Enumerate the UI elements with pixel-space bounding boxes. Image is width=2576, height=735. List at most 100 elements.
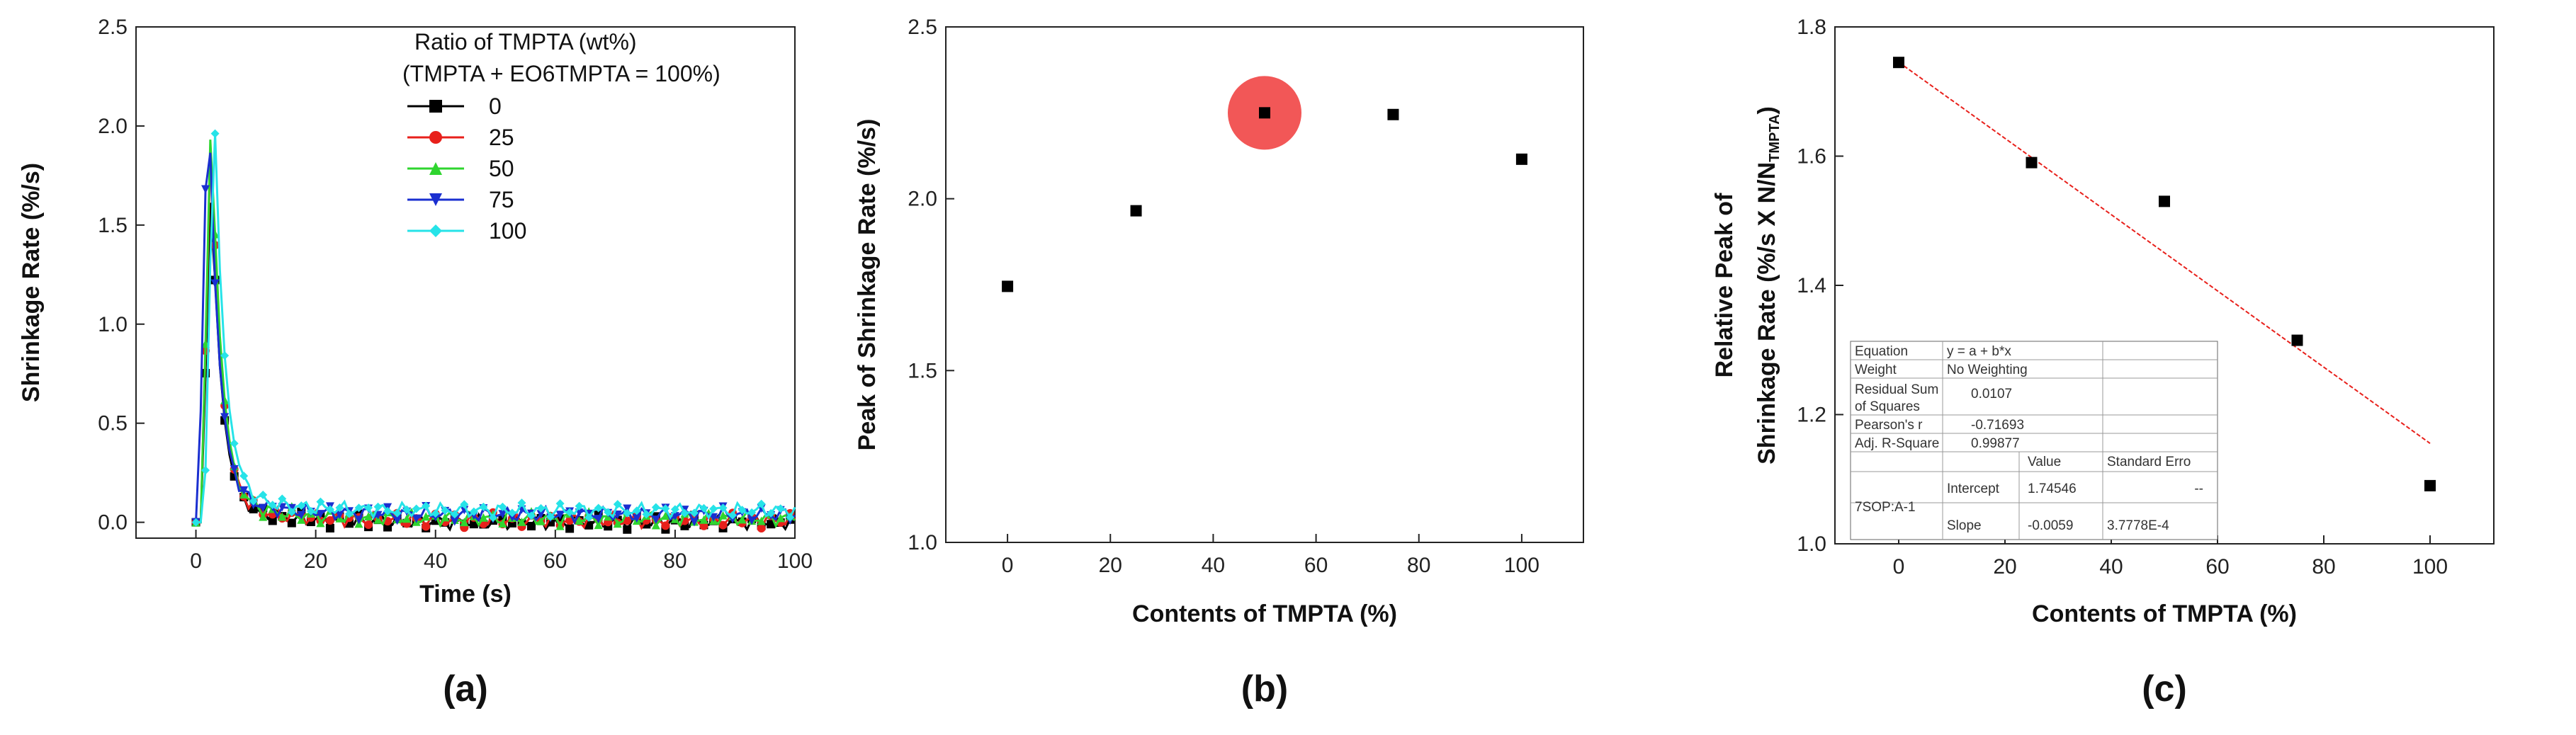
panel-c-xlabel: Contents of TMPTA (%)	[2032, 600, 2297, 627]
series-point-100	[651, 503, 660, 512]
panel-c-chart: 0 20 40 60 80 100 1.0 1.2 1.4 1.6 1.8 Equation y = …	[1711, 16, 2495, 710]
x-tick-label: 100	[777, 549, 813, 573]
series-point-100	[383, 506, 392, 515]
panel-b-label: (b)	[1241, 668, 1288, 710]
fit-table-cell: of Squares	[1855, 399, 1920, 414]
series-point-100	[613, 500, 622, 509]
panel-a-xlabel: Time (s)	[419, 581, 512, 608]
fit-table-cell: Standard Erro	[2107, 455, 2191, 469]
series-point-100	[623, 508, 632, 518]
series-point-100	[632, 506, 641, 515]
fit-table-cell: y = a + b*x	[1947, 344, 2011, 359]
fit-table-cell: No Weighting	[1947, 363, 2028, 377]
x-tick-label: 60	[543, 549, 567, 573]
series-point-100	[776, 504, 785, 513]
data-point	[1387, 108, 1399, 120]
fit-table-cell: Slope	[1947, 518, 1982, 533]
panel-a-chart: 0 20 40 60 80 100 0.0 0.5 1.0 1.5 2.0 2.5 Ratio of …	[18, 16, 813, 710]
fit-table-cell: Intercept	[1947, 482, 2000, 496]
data-point	[1130, 205, 1142, 217]
y-tick-label: 0.0	[98, 511, 128, 535]
y-tick-label: 0.5	[98, 412, 128, 435]
legend-marker-25	[429, 131, 442, 144]
y-tick-label: 2.5	[908, 16, 937, 39]
series-point-75	[507, 513, 516, 522]
series-point-100	[757, 499, 766, 508]
series-point-25	[699, 521, 708, 530]
panel-c-ylabel-1: Relative Peak of	[1711, 193, 1738, 377]
series-point-25	[422, 522, 431, 531]
x-tick-label: 100	[2412, 555, 2448, 579]
series-point-75	[210, 279, 220, 288]
series-point-75	[555, 511, 565, 520]
series-point-50	[373, 515, 383, 524]
series-point-100	[412, 504, 421, 513]
fit-table-cell: Residual Sum	[1855, 382, 1938, 397]
x-tick-label: 0	[1002, 554, 1014, 577]
series-point-100	[230, 439, 239, 448]
x-tick-label: 0	[190, 549, 202, 573]
fit-table-cell: -0.71693	[1971, 418, 2024, 433]
series-point-75	[747, 516, 757, 525]
series-point-75	[201, 185, 210, 194]
series-point-100	[604, 508, 613, 517]
x-tick-label: 60	[1304, 554, 1328, 577]
series-point-100	[642, 510, 651, 519]
series-point-50	[498, 518, 507, 528]
series-point-50	[594, 520, 603, 530]
fit-table-cell: 7SOP:A-1	[1855, 500, 1916, 515]
series-point-100	[316, 497, 325, 506]
series-point-100	[565, 508, 575, 517]
panel-b-xlabel: Contents of TMPTA (%)	[1132, 600, 1397, 627]
data-point	[1893, 57, 1904, 69]
series-point-25	[661, 521, 670, 530]
x-tick-label: 80	[663, 549, 687, 573]
series-point-100	[239, 472, 249, 481]
legend-label-75: 75	[489, 187, 514, 212]
legend-marker-50	[429, 162, 442, 175]
series-point-100	[747, 508, 757, 517]
fit-table-cell: 0.99877	[1971, 436, 2020, 451]
x-tick-label: 40	[1202, 554, 1225, 577]
series-point-75	[392, 516, 402, 525]
series-point-100	[594, 503, 603, 513]
series-point-50	[402, 514, 412, 523]
series-point-0	[623, 525, 632, 534]
fit-table-cell: --	[2194, 482, 2203, 496]
series-point-100	[191, 518, 200, 527]
series-point-100	[450, 510, 459, 519]
series-point-50	[278, 512, 287, 521]
fit-table-cell: Value	[2028, 455, 2061, 469]
series-point-100	[689, 508, 699, 518]
series-point-100	[488, 513, 497, 523]
series-point-100	[728, 511, 738, 520]
series-point-100	[507, 508, 516, 518]
data-point	[2159, 195, 2170, 207]
y-tick-label: 2.0	[908, 188, 937, 211]
series-point-50	[297, 515, 306, 524]
y-tick-label: 1.6	[1797, 145, 1826, 169]
series-point-100	[249, 496, 258, 506]
fit-line	[1898, 61, 2431, 444]
series-point-50	[517, 517, 526, 526]
series-point-100	[441, 506, 450, 515]
panel-a-ylabel: Shrinkage Rate (%/s)	[18, 163, 45, 402]
x-tick-label: 100	[1504, 554, 1540, 577]
series-point-50	[757, 516, 766, 525]
series-point-50	[479, 513, 488, 522]
series-point-75	[594, 515, 603, 524]
series-point-0	[287, 518, 296, 528]
series-point-25	[325, 516, 334, 525]
x-tick-label: 20	[1099, 554, 1122, 577]
y-tick-label: 1.0	[1797, 532, 1826, 556]
series-point-100	[718, 503, 728, 513]
legend-label-100: 100	[489, 218, 526, 244]
series-point-75	[220, 413, 230, 422]
series-point-100	[709, 504, 718, 513]
series-point-75	[623, 504, 632, 513]
series-point-100	[268, 501, 277, 510]
series-point-75	[412, 514, 421, 523]
series-point-100	[584, 513, 594, 522]
fit-table-cell: -0.0059	[2028, 518, 2073, 533]
